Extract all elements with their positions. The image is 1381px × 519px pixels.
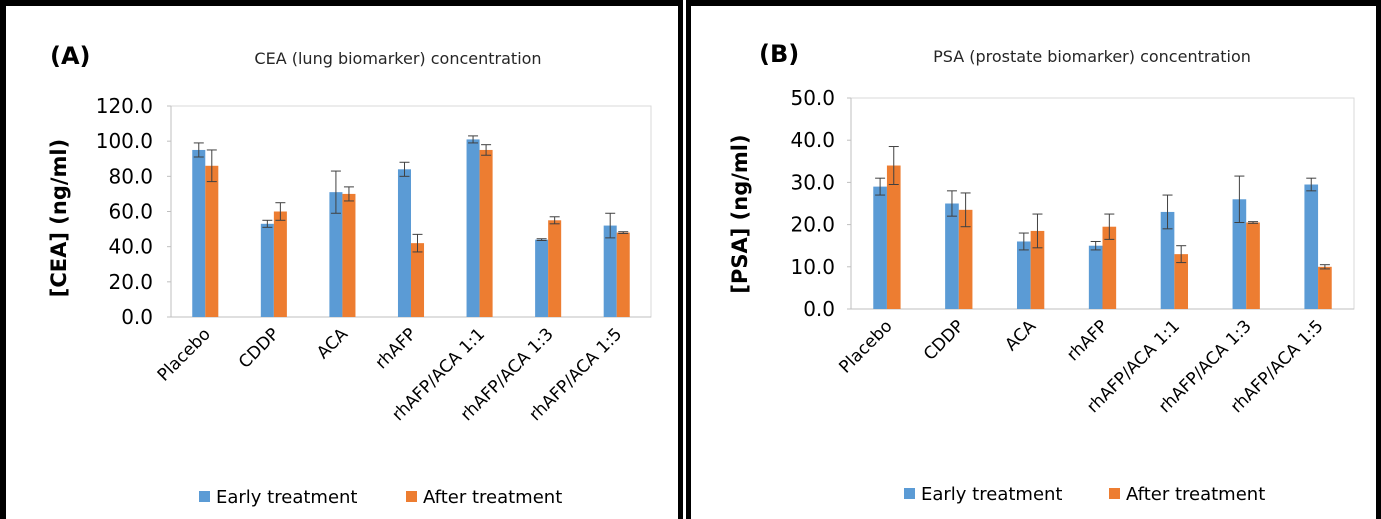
y-tick-label: 0.0	[121, 305, 153, 329]
chart-title: CEA (lung biomarker) concentration	[254, 49, 541, 68]
cea-chart: (A) CEA (lung biomarker) concentration [CE…	[47, 42, 652, 508]
bar-after	[886, 165, 901, 309]
legend-swatch-early	[904, 488, 915, 499]
legend-swatch-after	[406, 491, 417, 502]
bar-after	[411, 243, 425, 317]
x-tick-label: Placebo	[835, 316, 896, 377]
bar-after	[273, 211, 287, 317]
panel-label: (A)	[50, 42, 91, 70]
bar-after	[1318, 266, 1332, 309]
bar-after	[548, 220, 562, 317]
y-tick-label: 20.0	[108, 270, 153, 294]
bar-early	[535, 239, 549, 317]
legend-label-after: After treatment	[1126, 484, 1265, 505]
y-tick-label: 120.0	[96, 94, 153, 118]
bar-after	[958, 209, 973, 309]
bar-after	[1030, 230, 1045, 309]
bar-early	[1160, 211, 1175, 309]
bar-after	[1102, 226, 1117, 309]
bar-early	[260, 223, 274, 317]
y-tick-label: 40.0	[790, 128, 835, 152]
x-tick-label: rhAFP	[1063, 316, 1112, 365]
bar-early	[329, 192, 343, 317]
y-tick-label: 0.0	[803, 297, 835, 321]
legend-label-early: Early treatment	[216, 487, 357, 508]
y-tick-label: 60.0	[108, 200, 153, 224]
x-tick-label: CDDP	[920, 316, 968, 364]
bar-early	[192, 149, 206, 317]
legend-label-after: After treatment	[423, 487, 562, 508]
x-tick-label: CDDP	[235, 324, 283, 372]
bar-after	[205, 165, 219, 317]
y-tick-label: 100.0	[96, 129, 153, 153]
x-tick-label: Placebo	[154, 324, 215, 385]
bar-early	[1304, 184, 1319, 309]
bar-after	[1174, 254, 1189, 309]
bar-after	[1246, 222, 1260, 309]
y-tick-label: 80.0	[108, 164, 153, 188]
y-tick-label: 40.0	[108, 235, 153, 259]
chart-panel-a: (A) CEA (lung biomarker) concentration [CE…	[0, 0, 683, 519]
y-tick-label: 30.0	[790, 170, 835, 194]
bar-after	[342, 193, 356, 317]
bar-early	[397, 169, 411, 317]
legend-swatch-early	[199, 491, 210, 502]
bar-early	[945, 203, 959, 309]
bar-after	[616, 232, 630, 317]
bar-early	[466, 139, 480, 317]
bar-early	[1016, 241, 1031, 309]
chart-title: PSA (prostate biomarker) concentration	[933, 47, 1251, 66]
legend-label-early: Early treatment	[921, 484, 1062, 505]
y-axis-label: [CEA] (ng/ml)	[47, 139, 71, 297]
bar-early	[603, 225, 617, 317]
bar-early	[1088, 245, 1103, 309]
x-tick-label: ACA	[1001, 316, 1040, 355]
psa-chart: (B) PSA (prostate biomarker) concentratio…	[728, 40, 1355, 505]
bar-early	[1232, 199, 1247, 309]
x-tick-label: rhAFP	[372, 324, 421, 373]
panel-label: (B)	[759, 40, 799, 68]
x-tick-label: ACA	[313, 324, 352, 363]
bar-early	[873, 186, 887, 309]
y-tick-label: 50.0	[790, 86, 835, 110]
y-tick-label: 20.0	[790, 213, 835, 237]
y-axis-label: [PSA] (ng/ml)	[728, 134, 752, 293]
bar-after	[479, 149, 493, 317]
chart-panel-b: (B) PSA (prostate biomarker) concentratio…	[686, 0, 1381, 519]
y-tick-label: 10.0	[790, 255, 835, 279]
legend-swatch-after	[1109, 488, 1120, 499]
